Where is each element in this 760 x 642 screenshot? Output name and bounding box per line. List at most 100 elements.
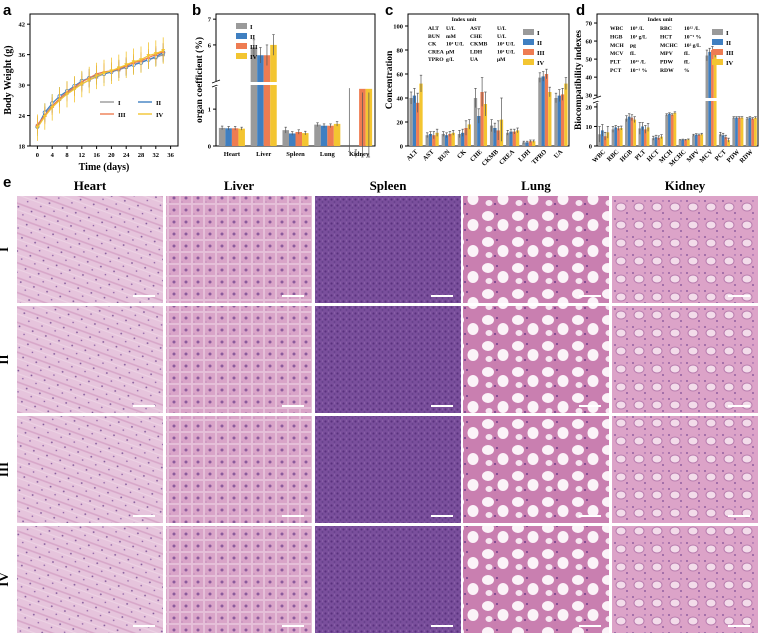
histology-image-kidney [612,526,758,633]
legend-swatch [523,59,534,65]
y-tick-label-a: 30 [19,83,26,90]
unit-cell-c: CREA [428,49,444,55]
scale-bar [728,405,750,407]
data-point-IV [79,82,84,87]
legend-swatch [236,33,247,39]
bar-II [493,128,497,146]
bar-IV [451,132,455,146]
x-tick-label-a: 16 [93,152,100,159]
data-point-IV [50,105,55,110]
scale-bar [579,625,601,627]
scale-bar [728,515,750,517]
x-axis-label-a: Time (days) [79,162,130,173]
bar-II [614,127,618,146]
y-tick-label-c: 20 [397,120,404,127]
x-tick-label: RBC [606,148,621,163]
unit-cell-d: RBC [660,26,672,32]
bar-II [225,128,232,146]
bar-I [425,135,429,146]
y-tick-label-a: 18 [19,144,26,151]
data-point-IV [102,71,106,75]
scale-bar [579,295,601,297]
y-tick-label-d: 50 [586,57,593,64]
y-tick-label-b: 6 [208,42,212,49]
y-tick-label-b: 1 [208,107,211,114]
unit-cell-d: 10¹ g/L [630,34,647,40]
x-tick-label: MCV [699,148,715,164]
bar-II [288,133,296,146]
legend-label-a: II [156,100,162,107]
bar-II [641,126,644,146]
bar-II [320,125,328,146]
bar-IV [700,134,704,146]
bar-II [428,134,433,146]
histology-image-spleen [315,526,461,633]
scale-bar [431,625,453,627]
unit-cell-c: mM [446,34,457,40]
y-tick-label-c: 80 [397,48,404,55]
legend-label: I [537,30,540,37]
bar-I [441,134,445,146]
bar-IV [467,124,471,146]
row-header-III: III [0,462,11,477]
y-tick-label-c: 40 [397,96,404,103]
legend-label: IV [726,60,734,67]
histology-image-heart [17,196,163,303]
bar-II [461,132,465,146]
panel-label-b: b [192,2,201,19]
unit-cell-c: g/L [446,57,454,63]
y-axis-label-b: organ coefficient (%) [194,37,205,123]
unit-cell-c: AST [470,26,481,32]
legend-swatch [523,29,534,35]
panel-label-a: a [3,2,12,19]
x-tick-label-a: 28 [138,152,145,159]
bar-IV [673,112,677,146]
break-band-b [217,82,374,85]
y-tick-label-c: 60 [397,72,404,79]
data-point-IV [42,115,47,119]
bar-II [541,76,545,146]
legend-label: III [726,50,734,57]
bar-I [745,118,749,146]
bar-IV [646,127,650,146]
chart-b-organ-coefficient: Heart Liver Spleen Lung Kidney 0 1 6 7 organ coef… [194,13,376,158]
bar-I [522,142,526,146]
unit-cell-c: 10² U/L [497,49,515,55]
y-tick-label-c: 0 [400,144,403,151]
x-tick-label-a: 32 [153,152,160,159]
histology-image-spleen [315,196,461,303]
histology-image-heart [17,416,163,523]
x-tick-label-a: 0 [36,152,39,159]
data-point-IV [131,60,136,64]
row-header-IV: IV [0,572,11,587]
data-point-IV [35,126,40,130]
y-tick-label-a: 24 [19,113,26,120]
scale-bar [431,515,453,517]
bar-IV [606,132,610,146]
legend-label: II [726,40,732,47]
x-tick-label: ALT [405,148,419,162]
x-tick-label-a: 4 [51,152,55,159]
unit-cell-d: fL [684,60,690,66]
histology-image-liver [166,306,312,413]
bar-III [630,117,634,146]
data-point-IV [161,49,166,53]
bar-IV [548,92,552,146]
bar-I [651,138,655,146]
unit-cell-d: % [684,68,690,74]
unit-cell-c: 10² U/L [446,42,464,48]
bar-III [724,137,728,146]
legend-swatch [523,49,534,55]
x-tick-label: WBC [591,148,607,164]
x-tick-label-a: 36 [167,152,174,159]
unit-cell-c: BUN [428,34,440,40]
histology-image-spleen [315,416,461,523]
histology-image-liver [166,526,312,633]
axis-break-mark [592,95,602,100]
unit-cell-d: 10¹¹ /L [630,60,646,66]
unit-cell-c: CK [428,42,437,48]
unit-cell-d: 10² g/L [684,43,701,49]
bar-II [557,95,561,146]
legend-label: I [250,24,253,31]
